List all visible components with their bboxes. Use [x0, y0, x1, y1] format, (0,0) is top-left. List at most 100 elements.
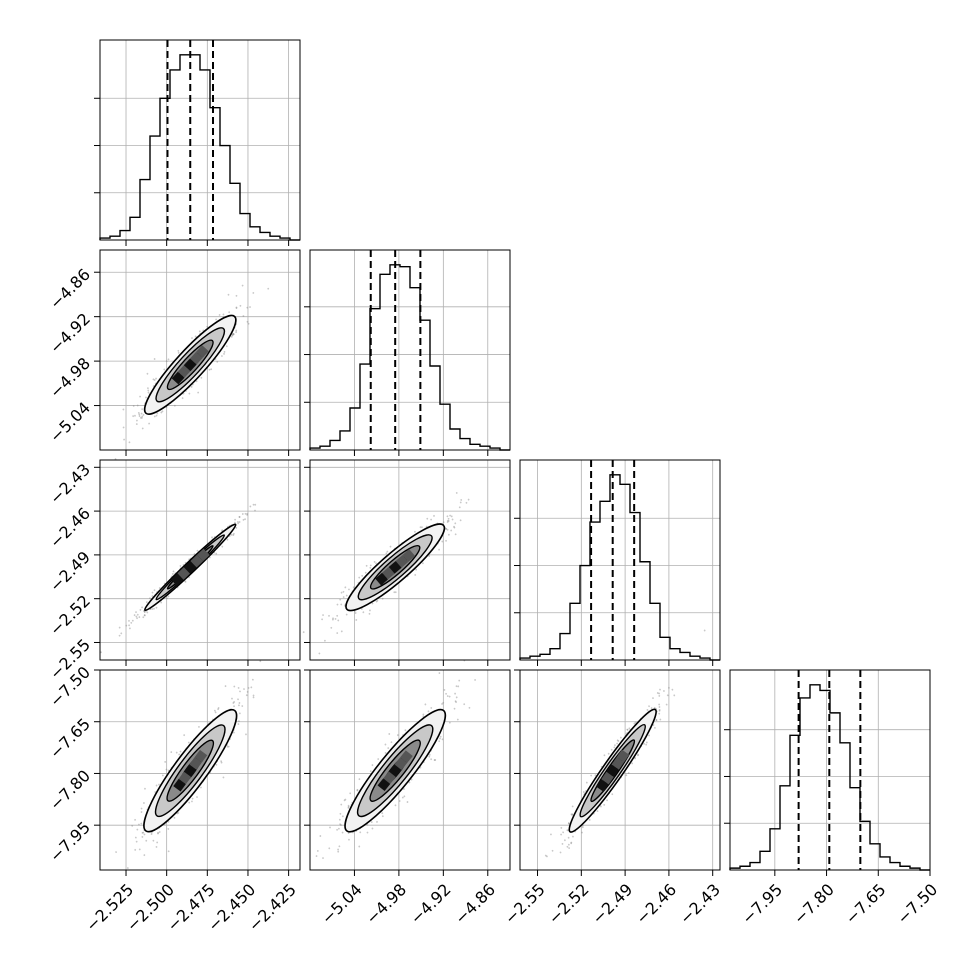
scatter-panel-2-1-density-cell	[375, 572, 388, 586]
scatter-panel-2-1-point	[450, 529, 453, 532]
scatter-panel-3-0-point	[157, 831, 159, 834]
scatter-panel-2-0-point	[242, 518, 245, 521]
scatter-panel-3-2-point	[703, 629, 706, 632]
scatter-panel-1-0-point	[122, 408, 125, 411]
scatter-panel-2-0-point	[131, 619, 134, 622]
ytick-label-1-2: −4.92	[46, 309, 94, 357]
scatter-panel-3-1-point	[328, 847, 331, 850]
scatter-panel-3-1-point	[441, 738, 444, 741]
scatter-panel-2-1-point	[373, 560, 376, 563]
xtick-label-1-2: −4.92	[407, 880, 455, 928]
scatter-panel-3-0-point	[140, 811, 143, 813]
scatter-panel-3-2-point	[550, 833, 552, 836]
scatter-panel-2-1-point	[364, 571, 367, 574]
scatter-panel-1-0-point	[155, 414, 158, 417]
scatter-panel-1-0-density-cell	[189, 351, 203, 365]
scatter-panel-2-0-point	[142, 616, 145, 619]
scatter-panel-2-0-point	[211, 536, 213, 539]
scatter-panel-3-0-point	[217, 708, 219, 711]
scatter-panel-2-0-point	[215, 552, 218, 555]
scatter-panel-3-2-point	[633, 722, 636, 725]
scatter-panel-3-2-point	[613, 746, 616, 749]
scatter-panel-2-1-point	[447, 517, 450, 520]
scatter-panel-3-2-contours	[568, 708, 657, 833]
scatter-panel-2-1-point	[415, 568, 418, 571]
scatter-panel-3-2-density-cell	[606, 764, 619, 777]
scatter-panel-3-1-point	[434, 759, 437, 761]
scatter-panel-3-2-point	[581, 831, 583, 834]
scatter-panel-2-0-point	[139, 609, 142, 611]
scatter-panel-1-0-point	[235, 294, 238, 297]
scatter-panel-2-1-point	[369, 609, 371, 612]
scatter-panel-2-1-point	[446, 521, 449, 523]
scatter-panel-2-0-point	[221, 545, 224, 548]
scatter-panel-3-2-point	[570, 842, 573, 845]
hist-panel-1-frame	[309, 249, 511, 451]
scatter-panel-3-2-point	[600, 805, 602, 808]
scatter-panel-3-0-point	[136, 828, 139, 831]
scatter-panel-2-0-point	[246, 512, 249, 515]
ytick-label-2-3: −2.46	[46, 504, 94, 552]
scatter-panel-3-2-point	[653, 706, 656, 709]
scatter-panel-1-0-point	[198, 330, 201, 333]
scatter-panel-2-0-point	[143, 614, 146, 617]
scatter-panel-2-1-point	[369, 564, 372, 567]
scatter-panel-3-2-point	[551, 849, 554, 852]
scatter-panel-3-1-point	[381, 815, 384, 818]
scatter-panel-1-0-point	[147, 387, 149, 390]
scatter-panel-2-1-point	[428, 555, 431, 557]
scatter-panel-2-0-point	[151, 591, 154, 594]
scatter-panel-3-1-point	[438, 672, 441, 674]
scatter-panel-3-0-point	[247, 687, 250, 689]
scatter-panel-2-1-point	[322, 614, 324, 616]
scatter-panel-2-1-point	[450, 515, 453, 518]
scatter-panel-2-1-point	[340, 630, 343, 633]
scatter-panel-3-2-point	[571, 805, 574, 808]
scatter-panel-3-0-frame	[99, 669, 301, 871]
scatter-panel-3-2-point	[628, 727, 631, 730]
scatter-panel-2-1-point	[355, 619, 358, 621]
scatter-panel-3-0-point	[155, 784, 158, 787]
scatter-panel-2-1-point	[414, 574, 417, 576]
frame-layer	[94, 39, 931, 876]
scatter-panel-2-0-point	[118, 626, 121, 629]
scatter-panel-1-0-point	[228, 311, 231, 314]
scatter-panel-3-2-point	[570, 813, 573, 816]
hist-panel-0-histogram	[99, 54, 300, 241]
scatter-panel-3-1-density-cell	[394, 757, 408, 771]
scatter-panel-2-1-point	[385, 552, 388, 555]
scatter-panel-1-0-point	[181, 397, 184, 400]
scatter-panel-2-0-density-cell	[183, 560, 197, 574]
scatter-panel-1-0-point	[147, 391, 150, 394]
scatter-panel-3-2-point	[567, 822, 570, 825]
scatter-panel-3-0-point	[140, 822, 143, 825]
scatter-panel-2-0-density-cell	[170, 573, 184, 587]
scatter-panel-2-0-point	[238, 516, 241, 518]
scatter-panel-2-1-point	[459, 501, 462, 504]
scatter-panel-3-2-point	[665, 703, 668, 706]
scatter-panel-2-1-point	[362, 611, 365, 614]
scatter-panel-2-0-point	[232, 532, 235, 535]
scatter-panel-2-1-point	[453, 525, 455, 528]
scatter-panel-3-2-point	[655, 719, 658, 721]
scatter-panel-1-0-point	[223, 350, 226, 353]
xtick-label-3-0: −7.95	[738, 880, 786, 928]
scatter-panel-2-1-point	[358, 576, 361, 579]
scatter-panel-3-0-point	[157, 832, 159, 835]
scatter-panel-3-1-point	[442, 701, 445, 704]
scatter-panel-3-0-point	[220, 760, 223, 763]
scatter-panel-2-1-point	[425, 525, 428, 528]
scatter-panel-3-2-point	[643, 742, 646, 745]
scatter-panel-3-1-point	[388, 733, 391, 735]
scatter-panel-3-0-point	[167, 828, 170, 830]
scatter-panel-3-2-point	[588, 818, 591, 821]
scatter-panel-3-1-point	[390, 741, 393, 744]
scatter-panel-1-0-point	[246, 320, 249, 323]
scatter-panel-3-2-point	[645, 741, 648, 744]
scatter-panel-3-0-point	[252, 694, 255, 697]
scatter-panel-3-2-point	[560, 833, 562, 836]
scatter-panel-1-0-point	[235, 306, 238, 309]
scatter-panel-3-1-point	[359, 831, 362, 834]
scatter-panel-3-0-point	[131, 824, 134, 827]
ytick-label-3-0: −7.95	[46, 818, 94, 866]
